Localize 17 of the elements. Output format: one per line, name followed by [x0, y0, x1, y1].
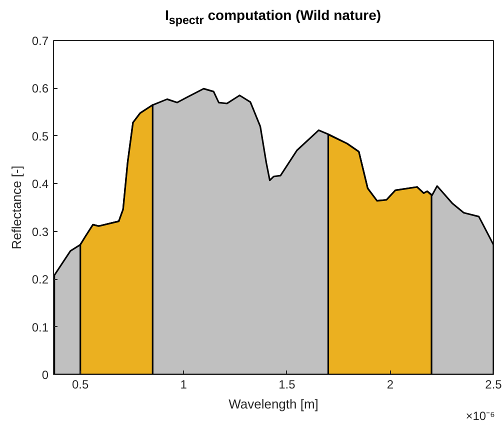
y-tick-label: 0.2 [32, 272, 49, 287]
x-tick-label: 2 [386, 378, 394, 392]
x-tick-label: 1.5 [278, 378, 296, 392]
x-tick-label: 2.5 [485, 378, 502, 392]
x-tick-label: 1 [180, 378, 188, 392]
y-tick-label: 0.3 [32, 224, 49, 239]
y-tick-label: 0 [42, 368, 49, 382]
x-axis-title: Wavelength [m] [228, 396, 318, 412]
y-tick-label: 0.4 [32, 177, 49, 192]
y-tick-label: 0.6 [32, 82, 49, 96]
y-tick-label: 0.1 [32, 320, 49, 334]
x-tick-label: 0.5 [72, 378, 90, 392]
text: ×10⁻⁶ [466, 408, 495, 425]
y-axis-title: Reflectance [-] [8, 166, 24, 250]
y-tick-label: 0.5 [32, 129, 49, 144]
y-tick-label: 0.7 [32, 34, 49, 48]
chart-title: I$_{spectr}$ computation (Wild nature) [164, 6, 382, 29]
